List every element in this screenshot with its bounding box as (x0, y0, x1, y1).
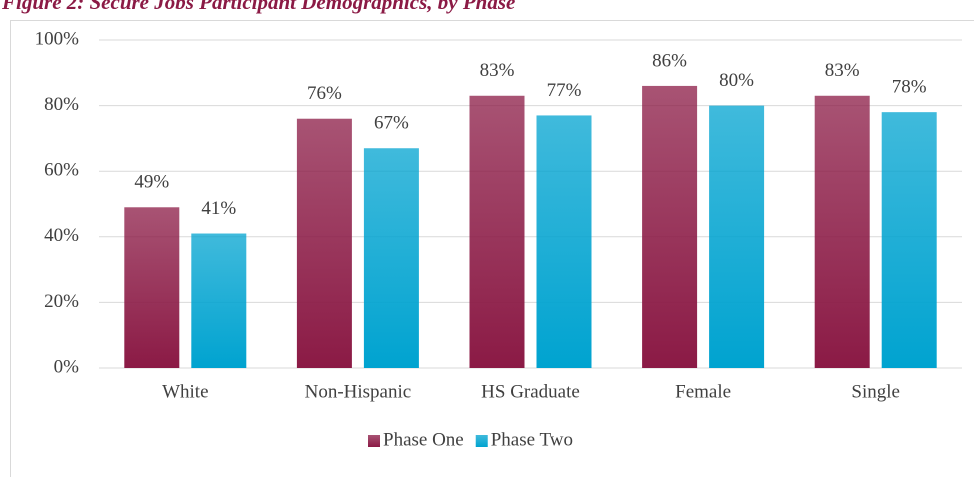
data-label: 83% (825, 60, 860, 81)
y-tick-label: 40% (44, 225, 79, 246)
bar (709, 105, 765, 368)
chart-frame (10, 20, 974, 477)
bar (124, 207, 180, 368)
bar (642, 85, 698, 369)
bar (536, 115, 592, 368)
data-label: 83% (480, 60, 515, 81)
x-tick-label: Non-Hispanic (305, 381, 412, 402)
bar (469, 95, 525, 368)
legend-label: Phase Two (491, 429, 573, 450)
bar (881, 112, 937, 368)
x-tick-label: White (162, 381, 208, 402)
data-label: 49% (134, 172, 169, 193)
data-label: 76% (307, 83, 342, 104)
y-tick-label: 100% (35, 28, 80, 49)
bar (296, 118, 352, 368)
legend-swatch (368, 435, 380, 447)
data-label: 67% (374, 113, 409, 134)
y-tick-label: 60% (44, 160, 79, 181)
bar (191, 233, 247, 368)
data-label: 80% (719, 70, 754, 91)
data-label: 86% (652, 50, 687, 71)
y-tick-label: 0% (54, 356, 80, 377)
x-tick-label: Female (675, 381, 731, 402)
y-tick-label: 20% (44, 291, 79, 312)
bar (363, 148, 419, 368)
data-label: 77% (547, 80, 582, 101)
legend-label: Phase One (383, 429, 464, 450)
x-tick-label: Single (851, 381, 900, 402)
bar (814, 95, 870, 368)
x-tick-label: HS Graduate (481, 381, 580, 402)
data-label: 78% (892, 77, 927, 98)
legend-swatch (475, 435, 488, 447)
y-tick-label: 80% (44, 94, 79, 115)
chart-title: Figure 2: Secure Jobs Participant Demogr… (1, 0, 515, 14)
data-label: 41% (201, 198, 236, 219)
